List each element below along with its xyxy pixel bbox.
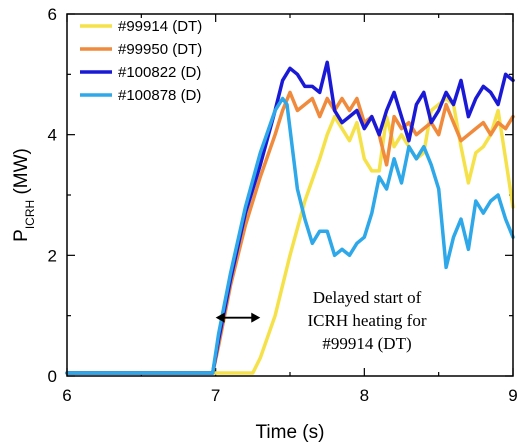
annotation-text-line: ICRH heating for: [308, 311, 427, 330]
annotation-arrowhead-right: [251, 312, 261, 323]
y-axis-title: PICRH (MW): [11, 148, 37, 242]
series-line-2: [65, 60, 515, 375]
annotation-arrowhead-left: [215, 312, 225, 323]
x-tick-label: 7: [211, 386, 220, 405]
y-axis-title-unit: (MW): [11, 148, 32, 200]
x-tick-label: 9: [508, 386, 517, 405]
annotation: Delayed start of ICRH heating for #99914 (…: [215, 288, 427, 353]
annotation-text-line: #99914 (DT): [322, 334, 411, 353]
y-tick-label: 0: [48, 367, 57, 386]
series-layer: [65, 60, 515, 375]
series-line-0: [65, 96, 515, 375]
legend-label-2: #100822 (D): [118, 64, 201, 81]
legend-label-1: #99950 (DT): [118, 41, 202, 58]
series-line-3: [65, 96, 515, 375]
legend-label-0: #99914 (DT): [118, 18, 202, 35]
y-axis-title-sub: ICRH: [23, 200, 37, 229]
annotation-text-line: Delayed start of: [313, 288, 422, 307]
x-axis-title: Time (s): [256, 422, 325, 443]
x-tick-label: 6: [62, 386, 71, 405]
y-tick-label: 2: [48, 246, 57, 265]
x-tick-label: 8: [360, 386, 369, 405]
plot-frame: [66, 13, 514, 377]
y-tick-label: 6: [48, 5, 57, 24]
legend: #99914 (DT) #99950 (DT) #100822 (D) #100878…: [80, 18, 202, 104]
y-tick-label: 4: [48, 126, 57, 145]
legend-label-3: #100878 (D): [118, 87, 201, 104]
y-axis-title-main: P: [11, 229, 32, 242]
